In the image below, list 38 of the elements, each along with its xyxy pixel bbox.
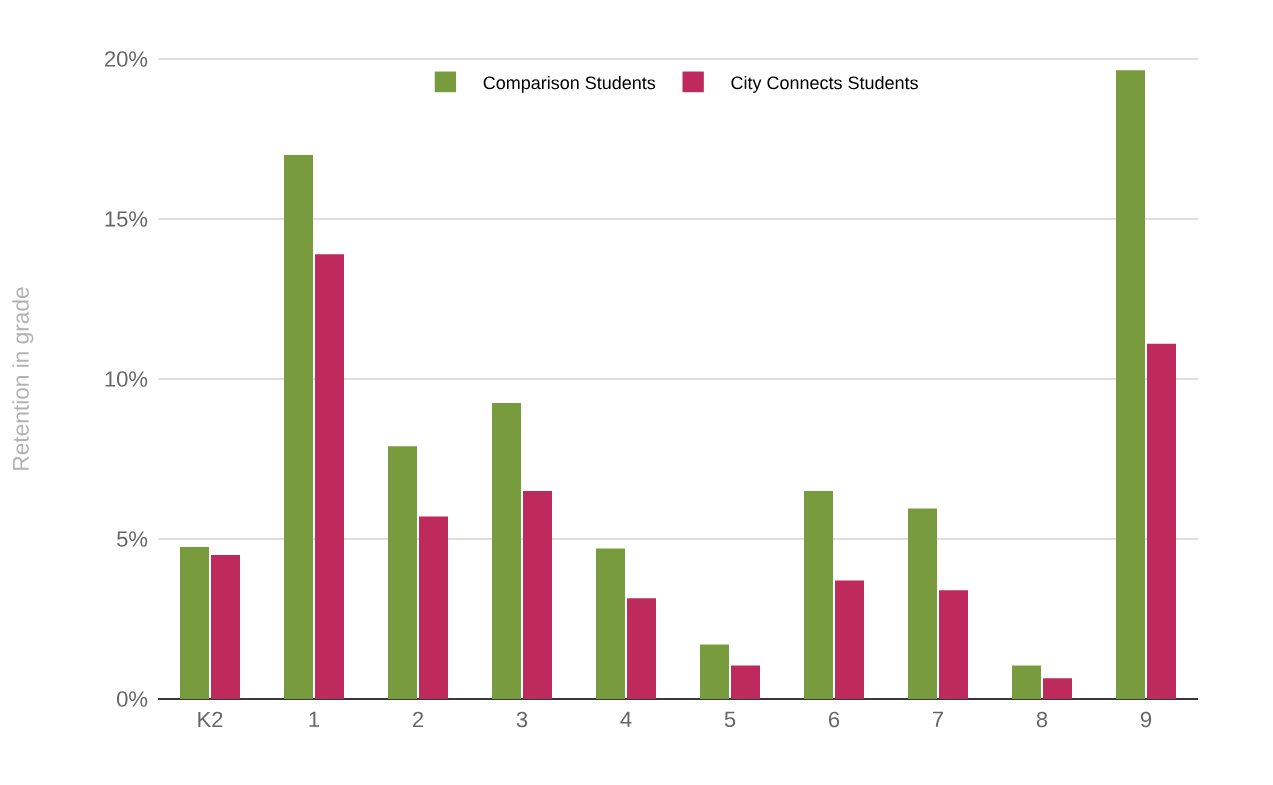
legend-label: City Connects Students — [731, 76, 918, 93]
bar — [492, 403, 522, 699]
y-tick-label: 20% — [105, 51, 148, 67]
legend-label: Comparison Students — [483, 76, 656, 93]
y-tick-label: 10% — [105, 371, 148, 387]
x-tick-label: 4 — [620, 711, 632, 727]
x-tick-label: 7 — [933, 711, 944, 727]
bar — [419, 516, 448, 699]
bar — [804, 491, 834, 699]
bar — [1147, 343, 1177, 699]
bar — [731, 665, 760, 699]
bar — [908, 508, 938, 699]
bar — [835, 580, 865, 699]
bar — [211, 555, 240, 699]
x-tick-label: 8 — [1036, 711, 1048, 728]
bar — [627, 598, 656, 699]
bar — [939, 590, 968, 699]
x-tick-label: K2 — [198, 711, 223, 728]
bar — [1116, 70, 1146, 699]
bar — [284, 155, 314, 699]
y-tick-label: 0% — [117, 691, 148, 707]
x-tick-label: 6 — [829, 711, 840, 728]
bar — [1043, 678, 1073, 699]
x-tick-label: 1 — [309, 711, 320, 727]
bar — [180, 547, 210, 699]
bar — [315, 254, 344, 699]
bar — [388, 446, 418, 699]
y-tick-label: 15% — [105, 211, 148, 227]
x-tick-label: 2 — [413, 711, 424, 728]
bar — [700, 644, 730, 699]
x-tick-label: 9 — [1140, 711, 1152, 728]
y-axis-title: Retention in grade — [12, 287, 34, 470]
y-tick-label: 5% — [117, 531, 148, 547]
x-tick-label: 3 — [516, 711, 528, 728]
bar — [523, 491, 552, 699]
bar — [1012, 665, 1042, 699]
bar — [596, 548, 626, 699]
x-tick-label: 5 — [724, 711, 736, 728]
